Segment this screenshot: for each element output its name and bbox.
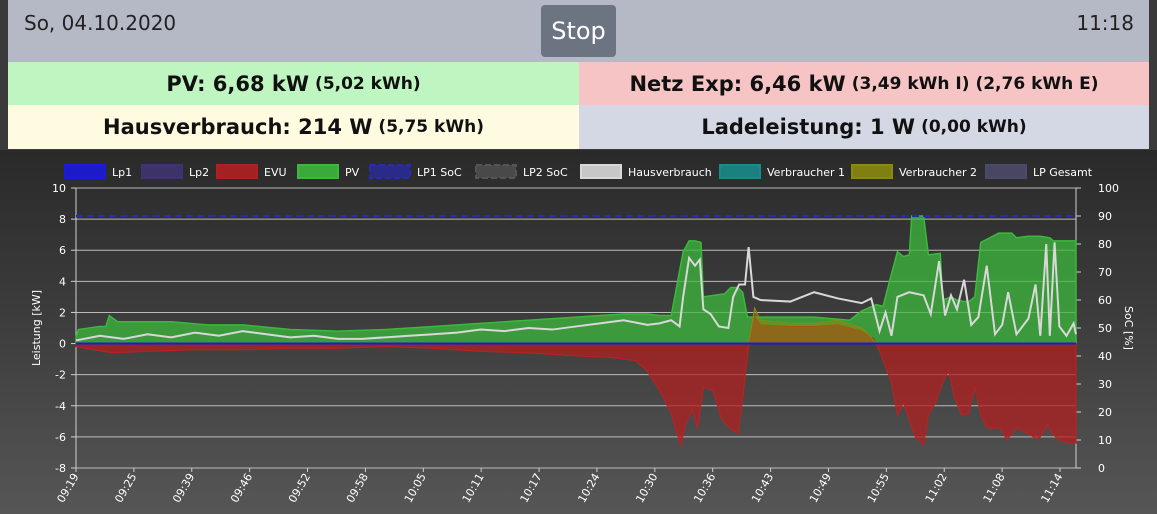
y-tick-label: 10 (52, 182, 66, 195)
date-label: So, 04.10.2020 (24, 11, 177, 35)
legend-label: LP Gesamt (1033, 166, 1093, 179)
y-tick-label: -4 (55, 400, 66, 413)
legend-label: LP1 SoC (417, 166, 462, 179)
pv-area (75, 215, 1077, 345)
legend-swatch (851, 164, 893, 179)
y-tick-label: -6 (55, 431, 66, 444)
y-tick-label: 6 (59, 244, 66, 257)
y-tick-label: 4 (59, 275, 66, 288)
x-tick-label: 09:52 (286, 471, 313, 505)
x-tick-label: 10:17 (518, 471, 545, 505)
y-axis-title: Leistung [kW] (30, 290, 43, 366)
legend-label: Lp2 (189, 166, 209, 179)
x-tick-label: 09:46 (228, 471, 255, 505)
x-tick-label: 09:58 (344, 471, 371, 505)
y2-tick-label: 70 (1098, 266, 1112, 279)
x-tick-label: 10:55 (865, 471, 892, 505)
x-tick-label: 10:24 (575, 471, 602, 505)
x-tick-label: 10:43 (749, 471, 776, 505)
pv-power-value: PV: 6,68 kW (166, 71, 310, 96)
legend-swatch (719, 164, 761, 179)
legend-swatch (985, 164, 1027, 179)
y2-tick-label: 40 (1098, 350, 1112, 363)
legend-label: PV (345, 166, 360, 179)
y-tick-label: 8 (59, 213, 66, 226)
legend-swatch (580, 164, 622, 179)
legend-label: Lp1 (112, 166, 132, 179)
y2-tick-label: 80 (1098, 238, 1112, 251)
ladeleistung-tile[interactable]: Ladeleistung: 1 W (0,00 kWh) (579, 105, 1149, 149)
netz-power-value: Netz Exp: 6,46 kW (629, 71, 846, 96)
legend-label: Hausverbrauch (628, 166, 712, 179)
hausverbrauch-line (75, 242, 1077, 342)
x-tick-label: 09:39 (170, 471, 197, 505)
y2-tick-label: 90 (1098, 210, 1112, 223)
ladeleistung-energy-value: (0,00 kWh) (921, 117, 1027, 137)
x-tick-label: 11:02 (923, 471, 950, 505)
power-chart: 1086420-2-4-6-81009080706050403020100Lei… (30, 164, 1135, 505)
legend-label: EVU (264, 166, 287, 179)
x-tick-label: 10:36 (691, 471, 718, 505)
verbraucher2-area (748, 306, 878, 345)
legend-label: LP2 SoC (523, 166, 568, 179)
y2-tick-label: 10 (1098, 434, 1112, 447)
netz-tile[interactable]: Netz Exp: 6,46 kW (3,49 kWh I) (2,76 kWh… (579, 62, 1149, 105)
hausverbrauch-tile[interactable]: Hausverbrauch: 214 W (5,75 kWh) (8, 105, 579, 149)
ladeleistung-power-value: Ladeleistung: 1 W (701, 115, 916, 139)
legend-swatch (216, 164, 258, 179)
header-bar: So, 04.10.2020 Stop 11:18 (8, 0, 1149, 62)
pv-tile[interactable]: PV: 6,68 kW (5,02 kWh) (8, 62, 579, 105)
y-tick-label: 2 (59, 306, 66, 319)
x-tick-label: 10:05 (402, 471, 429, 505)
y2-tick-label: 20 (1098, 406, 1112, 419)
x-tick-label: 10:49 (807, 471, 834, 505)
legend-label: Verbraucher 1 (767, 166, 845, 179)
y2-tick-label: 100 (1098, 182, 1119, 195)
y2-tick-label: 30 (1098, 378, 1112, 391)
y2-tick-label: 50 (1098, 322, 1112, 335)
time-label: 11:18 (1076, 11, 1134, 35)
netz-energy-value: (3,49 kWh I) (2,76 kWh E) (851, 73, 1099, 94)
x-tick-label: 10:30 (633, 471, 660, 505)
y2-tick-label: 0 (1098, 462, 1105, 475)
legend-label: Verbraucher 2 (899, 166, 977, 179)
legend-swatch (64, 164, 106, 179)
legend-swatch (141, 164, 183, 179)
hausverbrauch-power-value: Hausverbrauch: 214 W (103, 115, 373, 139)
x-tick-label: 11:14 (1038, 471, 1065, 505)
x-tick-label: 10:11 (460, 471, 487, 505)
stop-button[interactable]: Stop (541, 5, 616, 57)
y2-tick-label: 60 (1098, 294, 1112, 307)
hausverbrauch-energy-value: (5,75 kWh) (378, 117, 484, 137)
y-tick-label: 0 (59, 338, 66, 351)
x-tick-label: 09:19 (54, 471, 81, 505)
legend-swatch (369, 164, 411, 179)
legend-swatch (475, 164, 517, 179)
x-tick-label: 09:25 (112, 471, 139, 505)
legend-swatch (297, 164, 339, 179)
y2-axis-title: SoC [%] (1122, 306, 1135, 350)
x-tick-label: 11:08 (981, 471, 1008, 505)
pv-energy-value: (5,02 kWh) (315, 73, 421, 94)
y-tick-label: -2 (55, 369, 66, 382)
y-tick-label: -8 (55, 462, 66, 475)
